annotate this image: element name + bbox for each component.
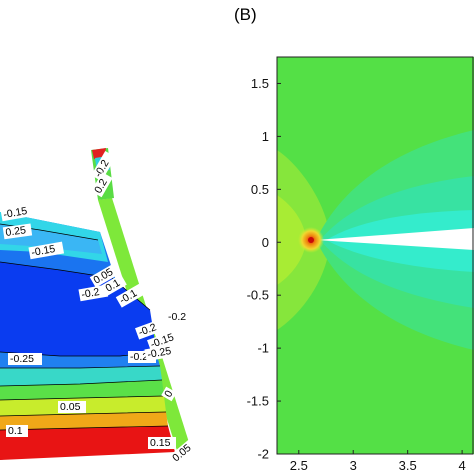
y-tick-label: -2 (257, 447, 269, 462)
contour-label-text: -0.2 (137, 321, 158, 339)
contour-label-text: -0.2 (80, 286, 100, 301)
y-tick-label: 1 (262, 129, 269, 144)
contour-label: -0.25 (144, 343, 181, 362)
contour-label-text: -0.2 (130, 351, 148, 363)
panel-b: (B) 1.5 1 0.5 0 -0.5 -1 -1.5 -2 2.5 3 3.5 4 (234, 5, 474, 473)
contour-label-text: -0.25 (10, 353, 34, 365)
panel-b-x-axis: 2.5 3 3.5 4 (290, 450, 466, 473)
x-tick-label: 2.5 (290, 458, 308, 473)
contour-label: -0.15 (28, 241, 65, 260)
contour-label-text: 0.1 (8, 425, 23, 437)
panel-b-label: (B) (234, 5, 257, 24)
y-tick-label: -1.5 (247, 394, 269, 409)
y-tick-label: 0 (262, 235, 269, 250)
contour-label: -0.15 (0, 203, 37, 222)
panel-a-cyan-green (0, 366, 162, 386)
contour-label-text: 0.05 (60, 401, 81, 413)
contour-label: -0.2 (166, 311, 194, 323)
contour-label: 0 (161, 386, 177, 402)
y-tick-label: -1 (257, 341, 269, 356)
contour-label: 0.25 (2, 223, 33, 240)
contour-label: 0.1 (6, 425, 28, 437)
contour-label-text: 0 (162, 388, 175, 399)
y-tick-label: -0.5 (247, 288, 269, 303)
panel-b-plot (277, 57, 474, 454)
contour-label-text: -0.25 (146, 345, 172, 361)
contour-label-text: -0.15 (2, 205, 28, 221)
y-tick-label: 0.5 (251, 182, 269, 197)
panel-b-plate (316, 228, 474, 250)
contour-label: -0.2 (78, 284, 109, 302)
panel-b-y-axis: 1.5 1 0.5 0 -0.5 -1 -1.5 -2 (247, 76, 281, 462)
contour-label-text: 0.15 (150, 437, 171, 449)
contour-label: -0.25 (8, 353, 42, 365)
contour-label: -0.2 (135, 318, 166, 340)
y-tick-label: 1.5 (251, 76, 269, 91)
panel-a: -0.2-0.150.25-0.150.05-0.2 0.1-0.1-0.2-0.… (0, 148, 198, 466)
panel-a-orange-band (0, 412, 168, 430)
x-tick-label: 3.5 (399, 458, 417, 473)
contour-label: 0.05 (58, 401, 86, 413)
x-tick-label: 3 (350, 458, 357, 473)
panel-a-red-region (0, 426, 175, 460)
contour-label: 0.15 (148, 437, 176, 449)
contour-label-text: 0.25 (5, 224, 27, 239)
x-tick-label: 4 (458, 458, 465, 473)
contour-label-text: -0.15 (30, 243, 56, 259)
contour-label-text: -0.2 (168, 311, 186, 323)
